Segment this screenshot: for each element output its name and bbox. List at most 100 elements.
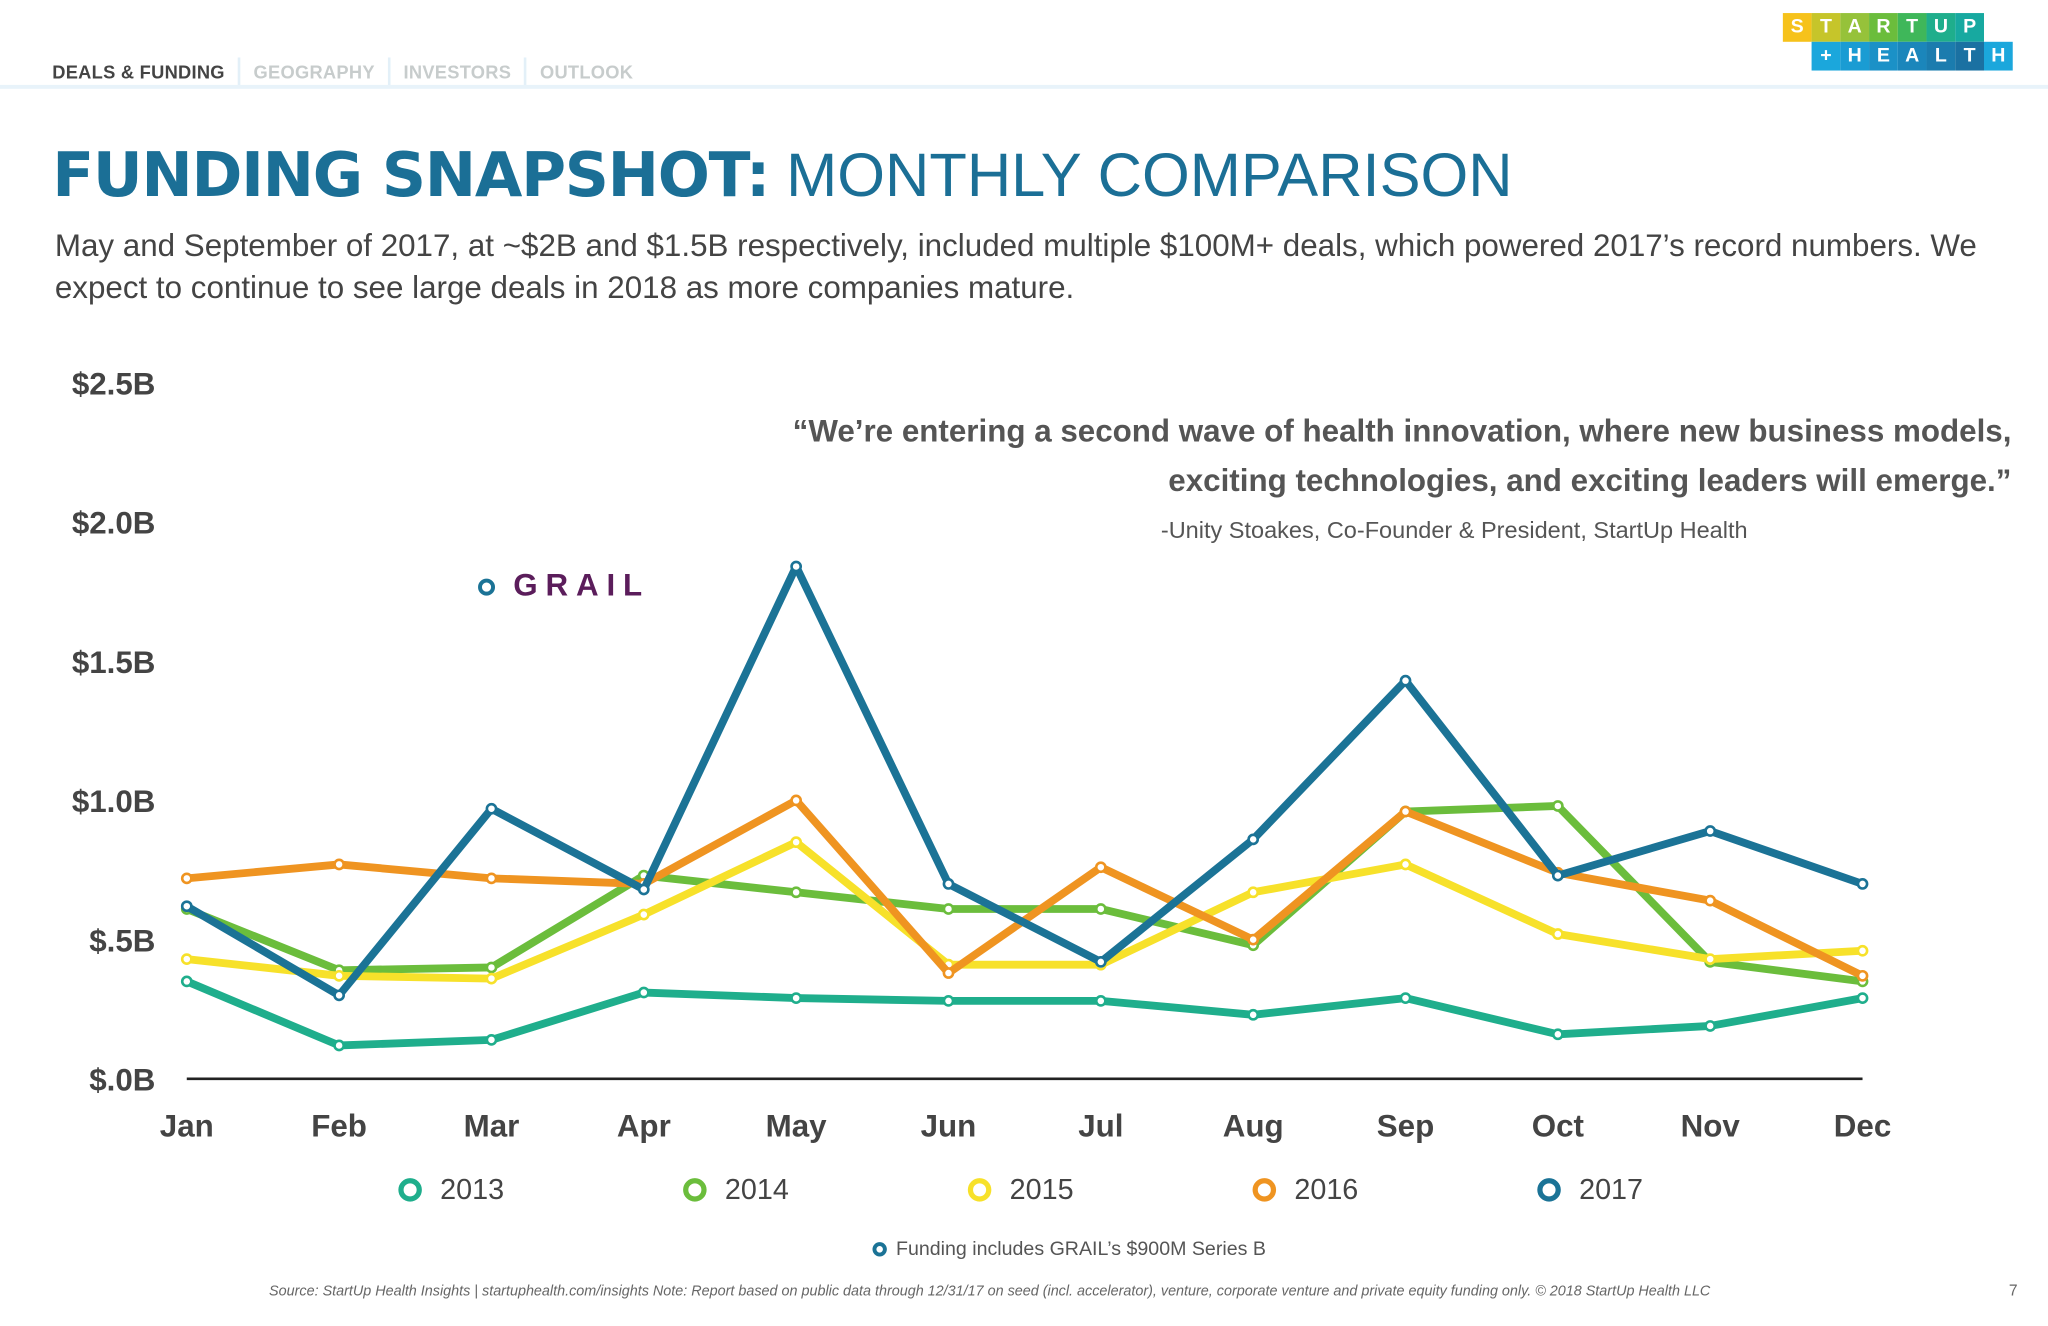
logo-letter: A [1897,41,1927,71]
legend-label: 2013 [440,1172,505,1206]
funding-line-chart: $.0B $.5B $1.0B $1.5B $2.0B $2.5B Jan Feb Mar Apr… [72,366,1891,1143]
data-point-2014 [1094,903,1107,915]
data-point-2013 [790,992,803,1004]
data-point-2015 [485,972,498,985]
logo-letter: L [1926,41,1956,71]
x-tick-label: Jul [1078,1108,1123,1143]
section-nav: DEALS & FUNDING GEOGRAPHY INVESTORS OUTL… [52,57,646,87]
legend-label: 2014 [724,1172,789,1206]
data-point-2015 [1856,944,1869,957]
chart-legend: 2013 2014 2015 2016 2017 [398,1173,1822,1207]
legend-marker-icon [967,1178,992,1202]
grail-footnote: Funding includes GRAIL’s $900M Series B [872,1238,1266,1260]
data-point-2017 [1094,956,1107,968]
tab-outlook[interactable]: OUTLOOK [524,57,646,87]
data-point-2016 [333,858,345,871]
x-tick-label: Apr [617,1108,671,1143]
logo-letter: P [1955,13,1984,42]
series-line-2013 [185,977,1864,1050]
legend-label: 2017 [1579,1172,1644,1206]
data-point-2017 [1856,878,1869,890]
legend-item-2017: 2017 [1537,1173,1822,1207]
data-point-2016 [1399,805,1412,818]
data-point-2015 [637,908,650,921]
x-tick-label: Jun [921,1108,977,1143]
legend-marker-icon [1252,1178,1277,1202]
x-tick-label: Jan [160,1108,214,1143]
data-point-2016 [790,794,803,807]
data-point-2017 [1399,674,1412,687]
tab-investors[interactable]: INVESTORS [387,57,524,87]
logo-letter: T [1811,13,1841,42]
data-point-2016 [1704,894,1717,907]
legend-item-2014: 2014 [683,1173,968,1207]
x-tick-label: Aug [1223,1108,1284,1143]
data-point-2013 [485,1033,498,1046]
data-point-2013 [333,1039,345,1052]
tab-deals-funding[interactable]: DEALS & FUNDING [52,61,225,83]
x-tick-label: Mar [464,1108,520,1143]
logo-letter: H [1840,41,1870,71]
x-tick-label: May [766,1108,828,1143]
grail-marker-icon [872,1242,887,1257]
logo-letter: E [1869,41,1898,71]
data-point-2017 [942,878,955,890]
logo-letter: S [1782,13,1812,42]
legend-label: 2016 [1294,1172,1359,1206]
y-tick-label: $2.0B [72,506,156,541]
x-tick-label: Nov [1681,1108,1741,1143]
legend-marker-icon [683,1178,707,1202]
data-point-2013 [1094,995,1107,1007]
data-point-2014 [790,886,803,899]
data-point-2014 [1551,800,1564,812]
grail-logo: GRAIL [513,568,651,604]
title-bold: FUNDING SNAPSHOT: [52,139,770,212]
logo-letter: T [1897,13,1927,42]
series-line-2016 [186,796,1865,980]
logo-letter: T [1955,41,1984,71]
legend-item-2015: 2015 [967,1172,1253,1207]
data-point-2017 [1704,825,1717,837]
data-point-2015 [180,953,193,965]
data-point-2015 [333,969,345,982]
legend-marker-icon [398,1178,422,1202]
logo-letter: + [1811,41,1841,71]
data-point-2013 [1704,1020,1717,1032]
data-point-2017 [1551,869,1564,882]
logo-letter: U [1926,13,1956,42]
y-tick-label: $.0B [89,1063,155,1098]
series-line-2015 [186,838,1863,983]
x-tick-label: Dec [1834,1108,1891,1143]
tab-geography[interactable]: GEOGRAPHY [237,57,388,87]
page-title: FUNDING SNAPSHOT: MONTHLY COMPARISON [52,138,1513,212]
data-point-2016 [942,967,955,979]
data-point-2013 [1551,1028,1564,1041]
data-point-2017 [180,900,193,913]
nav-divider [0,84,2048,89]
data-point-2013 [180,975,193,988]
data-point-2017 [790,560,803,573]
data-point-2014 [942,903,955,915]
data-point-2017 [637,883,650,896]
series-line-2017 [184,562,1864,1000]
data-point-2015 [1704,953,1717,965]
data-point-2013 [1247,1008,1260,1021]
data-point-2016 [180,872,193,885]
legend-label: 2015 [1009,1172,1074,1206]
y-tick-label: $2.5B [72,366,156,401]
grail-annotation: GRAIL [478,568,650,605]
data-point-2015 [1247,886,1260,899]
logo-letter: A [1840,13,1870,42]
data-point-2016 [485,872,498,885]
grail-marker-icon [478,577,496,595]
title-light: MONTHLY COMPARISON [769,139,1513,209]
legend-item-2013: 2013 [398,1173,683,1207]
y-tick-label: $1.0B [72,784,156,819]
data-point-2013 [637,986,650,999]
data-point-2015 [1551,928,1564,940]
data-point-2013 [1399,992,1412,1004]
quote-text: “We’re entering a second wave of health … [792,414,2012,499]
data-point-2015 [1399,858,1412,871]
data-point-2015 [790,836,803,849]
